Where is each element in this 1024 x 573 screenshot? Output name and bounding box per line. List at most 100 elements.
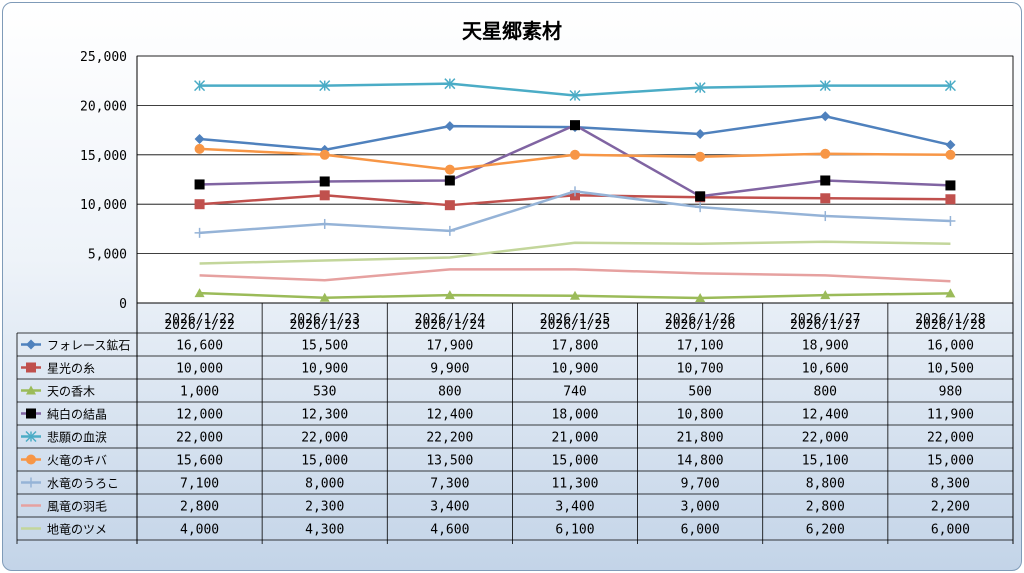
data-point: [570, 149, 580, 160]
table-value-cell: 740: [563, 385, 586, 400]
table-header-cell: 2026/1/22: [164, 318, 234, 333]
table-value-cell: 15,000: [552, 454, 599, 469]
table-value-cell: 8,300: [931, 477, 970, 492]
table-value-cell: 3,400: [555, 500, 594, 515]
data-point: [570, 120, 580, 131]
table-value-cell: 10,900: [552, 362, 599, 377]
series-line: [199, 268, 951, 283]
table-value-cell: 11,300: [552, 477, 599, 492]
table-value-cell: 10,600: [802, 362, 849, 377]
table-value-cell: 22,000: [176, 431, 223, 446]
table-value-cell: 15,000: [927, 454, 974, 469]
table-value-cell: 10,000: [176, 362, 223, 377]
legend-key-marker: [26, 385, 36, 395]
data-point: [444, 200, 455, 211]
table-value-cell: 530: [313, 385, 336, 400]
legend-label: 純白の結晶: [47, 407, 107, 422]
data-point: [194, 143, 205, 154]
legend-label: 火竜のキバ: [47, 454, 107, 468]
table-value-cell: 9,900: [430, 362, 469, 377]
table-value-cell: 6,000: [931, 523, 970, 538]
data-point: [820, 193, 831, 204]
data-point: [319, 149, 330, 160]
data-point: [444, 121, 455, 132]
table-header-cell: 2026/1/27: [790, 318, 860, 333]
data-point: [319, 176, 330, 187]
table-value-cell: 22,000: [301, 431, 348, 446]
data-point: [194, 179, 205, 190]
table-value-cell: 15,000: [301, 454, 348, 469]
table-value-cell: 16,600: [176, 339, 223, 354]
x-tick-label: 2026/1/27: [790, 312, 860, 327]
data-point: [820, 111, 831, 122]
table-value-cell: 4,000: [180, 523, 219, 538]
table-value-cell: 18,900: [802, 339, 849, 354]
table-value-cell: 2,800: [180, 500, 219, 515]
table-value-cell: 12,400: [426, 408, 473, 423]
data-point: [444, 175, 455, 186]
table-value-cell: 2,800: [806, 500, 845, 515]
data-point: [444, 164, 455, 175]
data-point: [695, 129, 706, 140]
table-value-cell: 4,300: [305, 523, 344, 538]
table-value-cell: 2,200: [931, 500, 970, 515]
table-header-cell: 2026/1/26: [665, 318, 735, 333]
y-tick-label: 25,000: [80, 50, 127, 65]
table-value-cell: 15,600: [176, 454, 223, 469]
x-tick-label: 2026/1/23: [289, 312, 359, 327]
data-point: [820, 290, 831, 300]
data-point: [695, 293, 706, 303]
series-line: [199, 240, 951, 265]
legend-label: 天の香木: [47, 385, 95, 399]
table-value-cell: 800: [438, 385, 461, 400]
table-header-cell: 2026/1/28: [915, 318, 985, 333]
table-value-cell: 6,000: [681, 523, 720, 538]
data-point: [444, 290, 455, 300]
data-point: [945, 194, 956, 205]
table-value-cell: 18,000: [552, 408, 599, 423]
chart-title: 天星郷素材: [462, 19, 562, 43]
table-value-cell: 9,700: [681, 477, 720, 492]
table-value-cell: 17,900: [426, 339, 473, 354]
table-value-cell: 2,300: [305, 500, 344, 515]
table-value-cell: 10,500: [927, 362, 974, 377]
x-tick-label: 2026/1/26: [665, 312, 735, 327]
table-value-cell: 3,000: [681, 500, 720, 515]
table-value-cell: 22,000: [927, 431, 974, 446]
table-value-cell: 22,200: [426, 431, 473, 446]
table-header-cell: 2026/1/25: [540, 318, 610, 333]
data-point: [945, 288, 956, 298]
legend-label: 星光の糸: [47, 362, 95, 376]
table-value-cell: 17,100: [677, 339, 724, 354]
table-value-cell: 17,800: [552, 339, 599, 354]
y-tick-label: 5,000: [88, 248, 127, 263]
data-point: [945, 149, 956, 160]
data-point: [695, 191, 706, 202]
table-value-cell: 15,100: [802, 454, 849, 469]
data-point: [820, 148, 831, 159]
data-point: [194, 199, 205, 210]
legend-label: 悲願の血涙: [47, 430, 107, 445]
table-value-cell: 3,400: [430, 500, 469, 515]
data-point: [194, 288, 205, 298]
table-value-cell: 980: [939, 385, 962, 400]
table-header-cell: 2026/1/23: [289, 318, 359, 333]
table-header-cell: 2026/1/24: [415, 318, 486, 333]
table-value-cell: 21,000: [552, 431, 599, 446]
legend-key-marker: [26, 339, 36, 350]
table-value-cell: 15,500: [301, 339, 348, 354]
table-value-cell: 14,800: [677, 454, 724, 469]
data-point: [570, 290, 580, 300]
table-value-cell: 12,000: [176, 408, 223, 423]
table-value-cell: 16,000: [927, 339, 974, 354]
table-value-cell: 7,100: [180, 477, 219, 492]
y-tick-label: 15,000: [80, 149, 127, 164]
table-value-cell: 11,900: [927, 408, 974, 423]
legend-label: 水竜のうろこ: [47, 477, 119, 491]
table-value-cell: 4,600: [430, 523, 469, 538]
table-value-cell: 21,800: [677, 431, 724, 446]
table-value-cell: 13,500: [426, 454, 473, 469]
data-point: [820, 175, 831, 186]
